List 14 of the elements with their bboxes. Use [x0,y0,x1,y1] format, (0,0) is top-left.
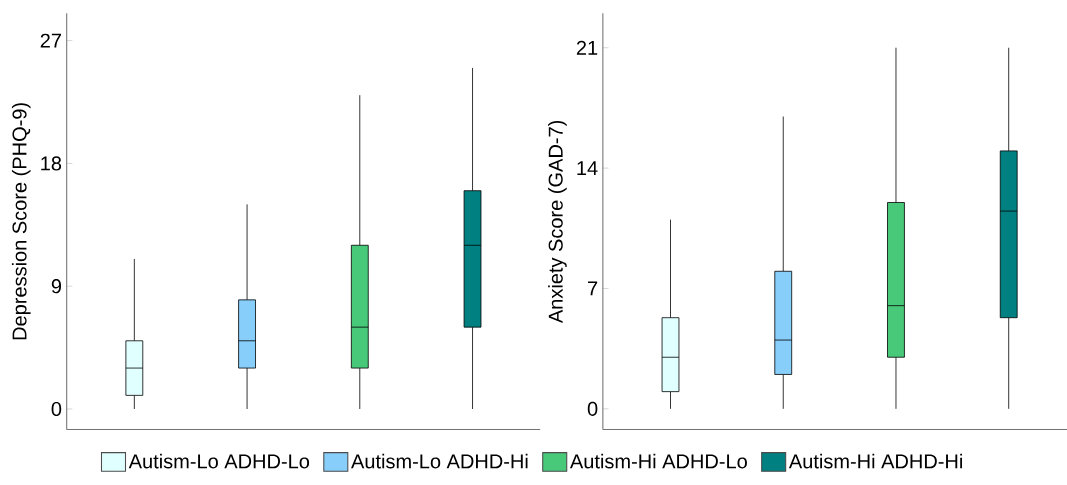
legend-label: Autism-Lo ADHD-Lo [128,453,310,469]
y-tick-label: 21 [576,40,598,55]
y-axis-title: Anxiety Score (GAD-7) [548,120,567,323]
legend-label: Autism-Lo ADHD-Hi [351,453,528,469]
y-axis-title: Depression Score (PHQ-9) [11,102,31,340]
y-tick-label: 7 [588,281,598,296]
legend-label: Autism-Hi ADHD-Lo [569,453,747,469]
y-tick-label: 14 [577,160,598,175]
y-tick-label: 0 [587,401,598,416]
y-tick-label: 0 [51,401,62,416]
y-tick-label: 27 [40,33,61,48]
y-tick-label: 18 [41,156,62,171]
legend-label: Autism-Hi ADHD-Hi [788,453,962,469]
y-tick-label: 9 [51,278,62,294]
